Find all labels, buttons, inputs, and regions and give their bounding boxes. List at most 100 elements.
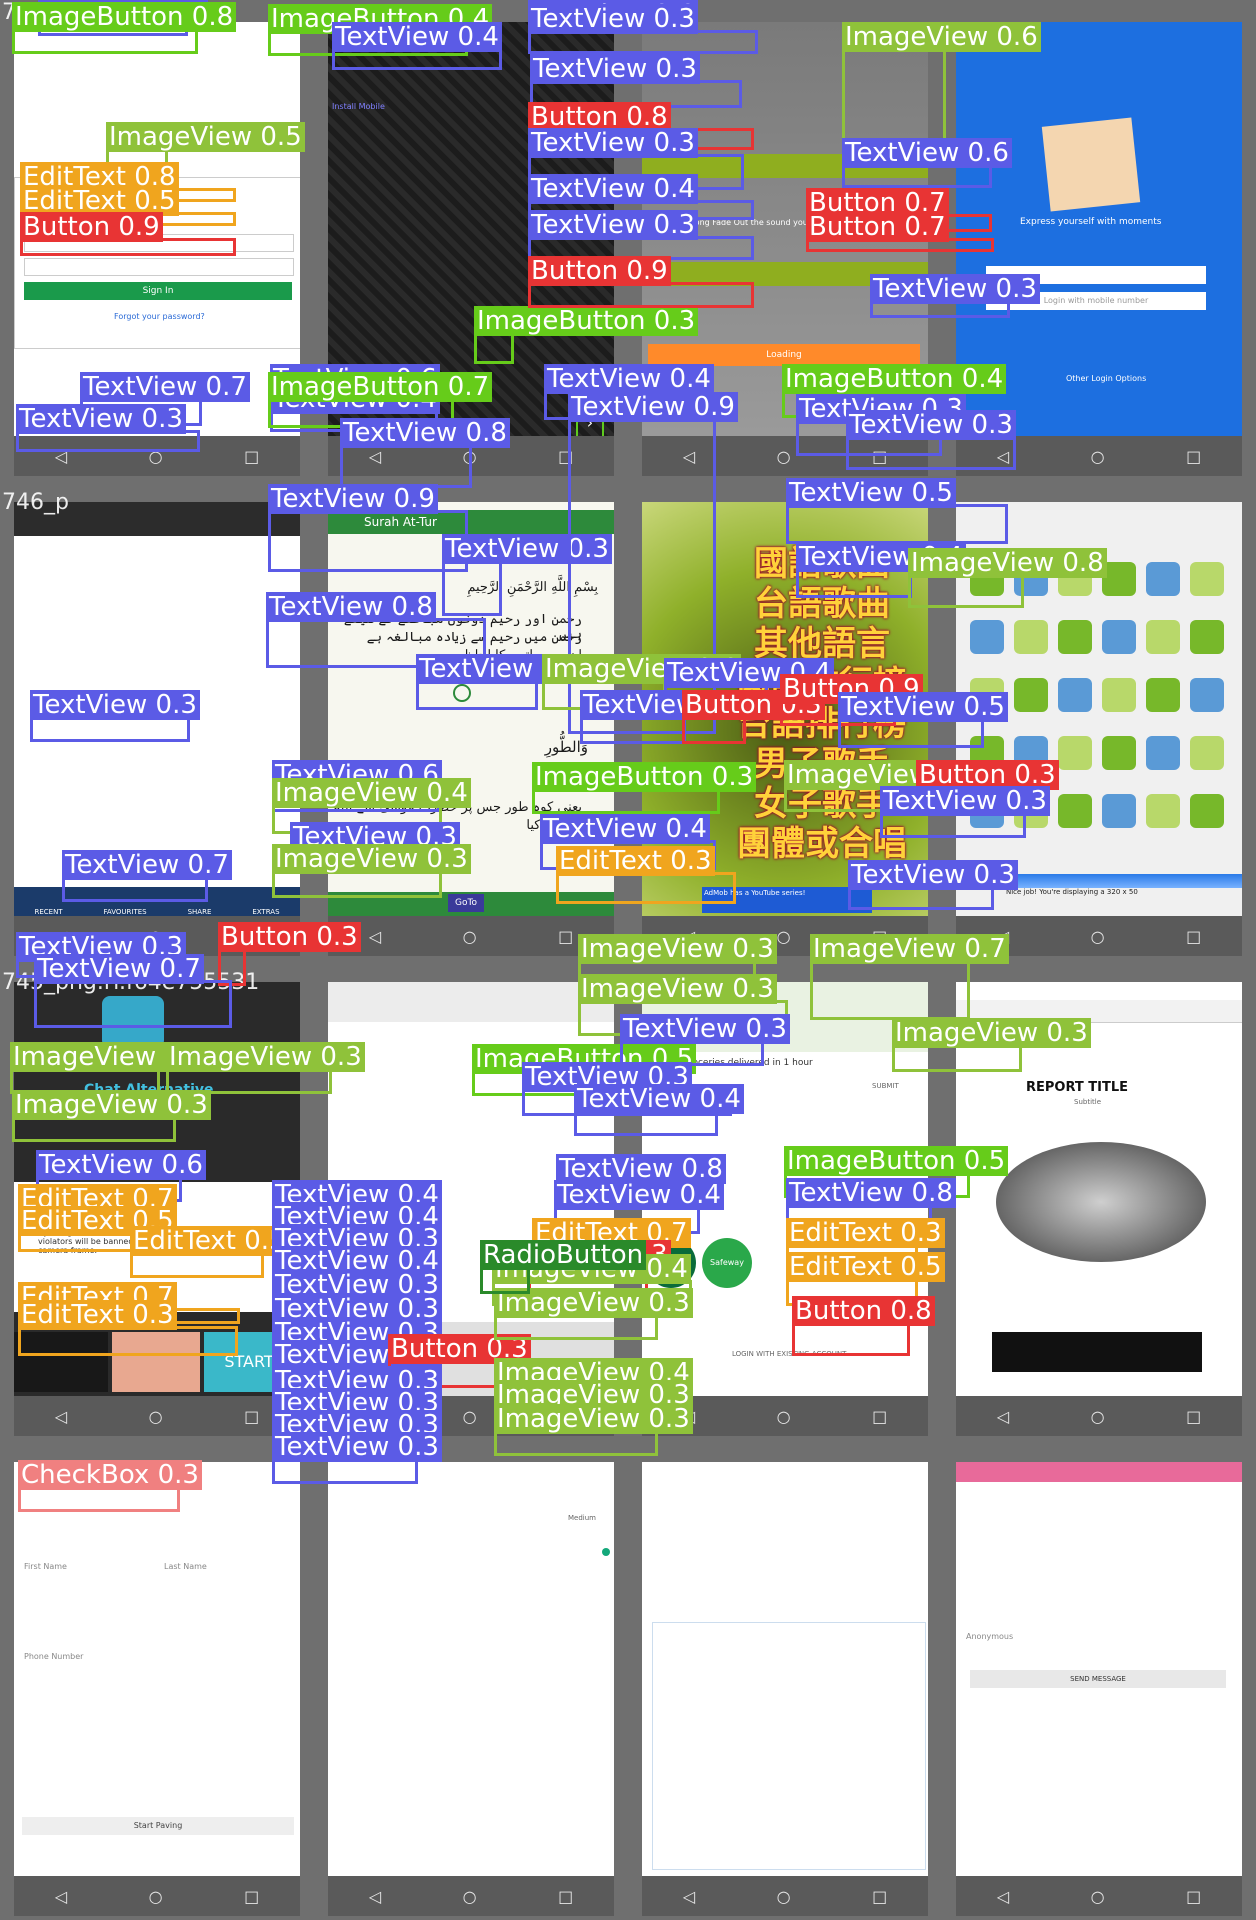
- app-icon[interactable]: [1146, 794, 1180, 828]
- home-icon[interactable]: ○: [1090, 1886, 1105, 1906]
- back-icon[interactable]: ◁: [368, 926, 382, 946]
- home-icon[interactable]: ○: [462, 926, 477, 946]
- home-icon[interactable]: ○: [462, 1406, 477, 1426]
- back-icon[interactable]: ◁: [54, 1886, 68, 1906]
- colosseum-image[interactable]: [996, 1142, 1206, 1262]
- nav-bar: ◁ ○ □: [956, 1396, 1242, 1436]
- back-icon[interactable]: ◁: [996, 1886, 1010, 1906]
- recent-icon[interactable]: □: [558, 1886, 574, 1906]
- back-icon[interactable]: ◁: [682, 446, 696, 466]
- tab-share[interactable]: SHARE: [187, 908, 212, 916]
- app-icon[interactable]: [1190, 678, 1224, 712]
- app-icon[interactable]: [1014, 620, 1048, 654]
- app-icon[interactable]: [1190, 620, 1224, 654]
- home-icon[interactable]: ○: [1090, 926, 1105, 946]
- recent-icon[interactable]: □: [244, 446, 260, 466]
- home-icon[interactable]: ○: [776, 1886, 791, 1906]
- goto-button[interactable]: GoTo: [448, 894, 484, 912]
- home-icon[interactable]: ○: [1090, 446, 1105, 466]
- home-icon[interactable]: ○: [148, 446, 163, 466]
- recent-icon[interactable]: □: [244, 1886, 260, 1906]
- home-icon[interactable]: ○: [776, 926, 791, 946]
- recent-icon[interactable]: □: [1186, 446, 1202, 466]
- app-icon[interactable]: [1146, 562, 1180, 596]
- app-icon[interactable]: [1058, 794, 1092, 828]
- home-icon[interactable]: ○: [148, 1406, 163, 1426]
- forgot-link[interactable]: Forgot your password?: [114, 312, 205, 321]
- dark-block: [992, 1332, 1202, 1372]
- recent-icon[interactable]: □: [1186, 1406, 1202, 1426]
- app-icon[interactable]: [1058, 678, 1092, 712]
- app-icon[interactable]: [1190, 562, 1224, 596]
- camera-icon: [102, 996, 164, 1048]
- tab-extras[interactable]: EXTRAS: [252, 908, 280, 916]
- tagline: Express yourself with moments: [1020, 217, 1162, 227]
- progress-strip: [956, 874, 1242, 888]
- recent-icon[interactable]: □: [558, 446, 574, 466]
- recent-icon[interactable]: □: [872, 1886, 888, 1906]
- loading-button[interactable]: Loading: [648, 344, 920, 366]
- home-icon[interactable]: ○: [1090, 1406, 1105, 1426]
- detection-label: Button 0.3: [916, 760, 1059, 790]
- back-icon[interactable]: ◁: [54, 1406, 68, 1426]
- app-icon[interactable]: [1058, 736, 1092, 770]
- app-icon[interactable]: [1058, 620, 1092, 654]
- login-mobile-button[interactable]: Login with mobile number: [986, 292, 1206, 310]
- detection-label: TextView 0.4: [332, 22, 502, 52]
- back-icon[interactable]: ◁: [996, 446, 1010, 466]
- home-icon[interactable]: ○: [462, 1886, 477, 1906]
- home-icon[interactable]: ○: [776, 1406, 791, 1426]
- back-icon[interactable]: ◁: [368, 446, 382, 466]
- back-icon[interactable]: ◁: [996, 1406, 1010, 1426]
- signin-button[interactable]: Sign In: [24, 282, 292, 300]
- app-icon[interactable]: [1102, 562, 1136, 596]
- app-icon[interactable]: [1102, 678, 1136, 712]
- start-paving-button[interactable]: Start Paving: [22, 1817, 294, 1835]
- groceries-text: Groceries delivered in 1 hour: [682, 1058, 813, 1068]
- app-icon[interactable]: [1146, 620, 1180, 654]
- back-icon[interactable]: ◁: [54, 446, 68, 466]
- submit-button[interactable]: SUBMIT: [872, 1082, 899, 1090]
- recent-icon[interactable]: □: [1186, 926, 1202, 946]
- recent-icon[interactable]: □: [872, 1406, 888, 1426]
- recent-icon[interactable]: □: [244, 1406, 260, 1426]
- app-icon[interactable]: [1102, 736, 1136, 770]
- app-icon[interactable]: [1102, 620, 1136, 654]
- menu-item[interactable]: 台語歌曲: [754, 584, 890, 624]
- menu-item[interactable]: 團體或合唱: [737, 824, 907, 864]
- login-link[interactable]: LOGIN WITH EXISTING ACCOUNT: [732, 1350, 847, 1358]
- home-icon[interactable]: ○: [776, 446, 791, 466]
- app-icon[interactable]: [1146, 736, 1180, 770]
- recent-icon[interactable]: □: [558, 926, 574, 946]
- app-icon[interactable]: [1014, 678, 1048, 712]
- menu-item[interactable]: 女子歌手: [754, 784, 890, 824]
- home-icon[interactable]: ○: [148, 1886, 163, 1906]
- app-icon[interactable]: [1190, 794, 1224, 828]
- tab-recent[interactable]: RECENT: [34, 908, 63, 916]
- detection-label: TextView 0.3: [870, 274, 1040, 304]
- other-options[interactable]: Other Login Options: [1066, 374, 1147, 383]
- ad-text: Nice job! You're displaying a 320 x 50: [1006, 888, 1138, 896]
- back-icon[interactable]: ◁: [368, 1886, 382, 1906]
- home-icon[interactable]: ○: [462, 446, 477, 466]
- detection-label: EditText 0.3: [786, 1218, 945, 1248]
- app-icon[interactable]: [1146, 678, 1180, 712]
- recent-icon[interactable]: □: [872, 446, 888, 466]
- field[interactable]: [986, 266, 1206, 284]
- back-icon[interactable]: ◁: [682, 1886, 696, 1906]
- detection-label: TextView 0.3: [530, 54, 700, 84]
- detection-label: TextView 0.9: [568, 392, 738, 422]
- app-icon[interactable]: [1102, 794, 1136, 828]
- detection-label: EditText 0.5: [20, 186, 179, 216]
- app-icon[interactable]: [970, 620, 1004, 654]
- app-icon[interactable]: [1190, 736, 1224, 770]
- detection-label: TextView 0.3: [442, 534, 612, 564]
- password-field[interactable]: [24, 258, 294, 276]
- detection-label: TextView 0.8: [786, 1178, 956, 1208]
- safeway-logo[interactable]: Safeway: [702, 1238, 752, 1288]
- ad-banner[interactable]: AdMob has a YouTube series!: [702, 887, 872, 913]
- send-message-button[interactable]: SEND MESSAGE: [970, 1670, 1226, 1688]
- recent-icon[interactable]: □: [1186, 1886, 1202, 1906]
- tab-favourites[interactable]: FAVOURITES: [103, 908, 147, 916]
- menu-item[interactable]: 其他語言: [754, 624, 890, 664]
